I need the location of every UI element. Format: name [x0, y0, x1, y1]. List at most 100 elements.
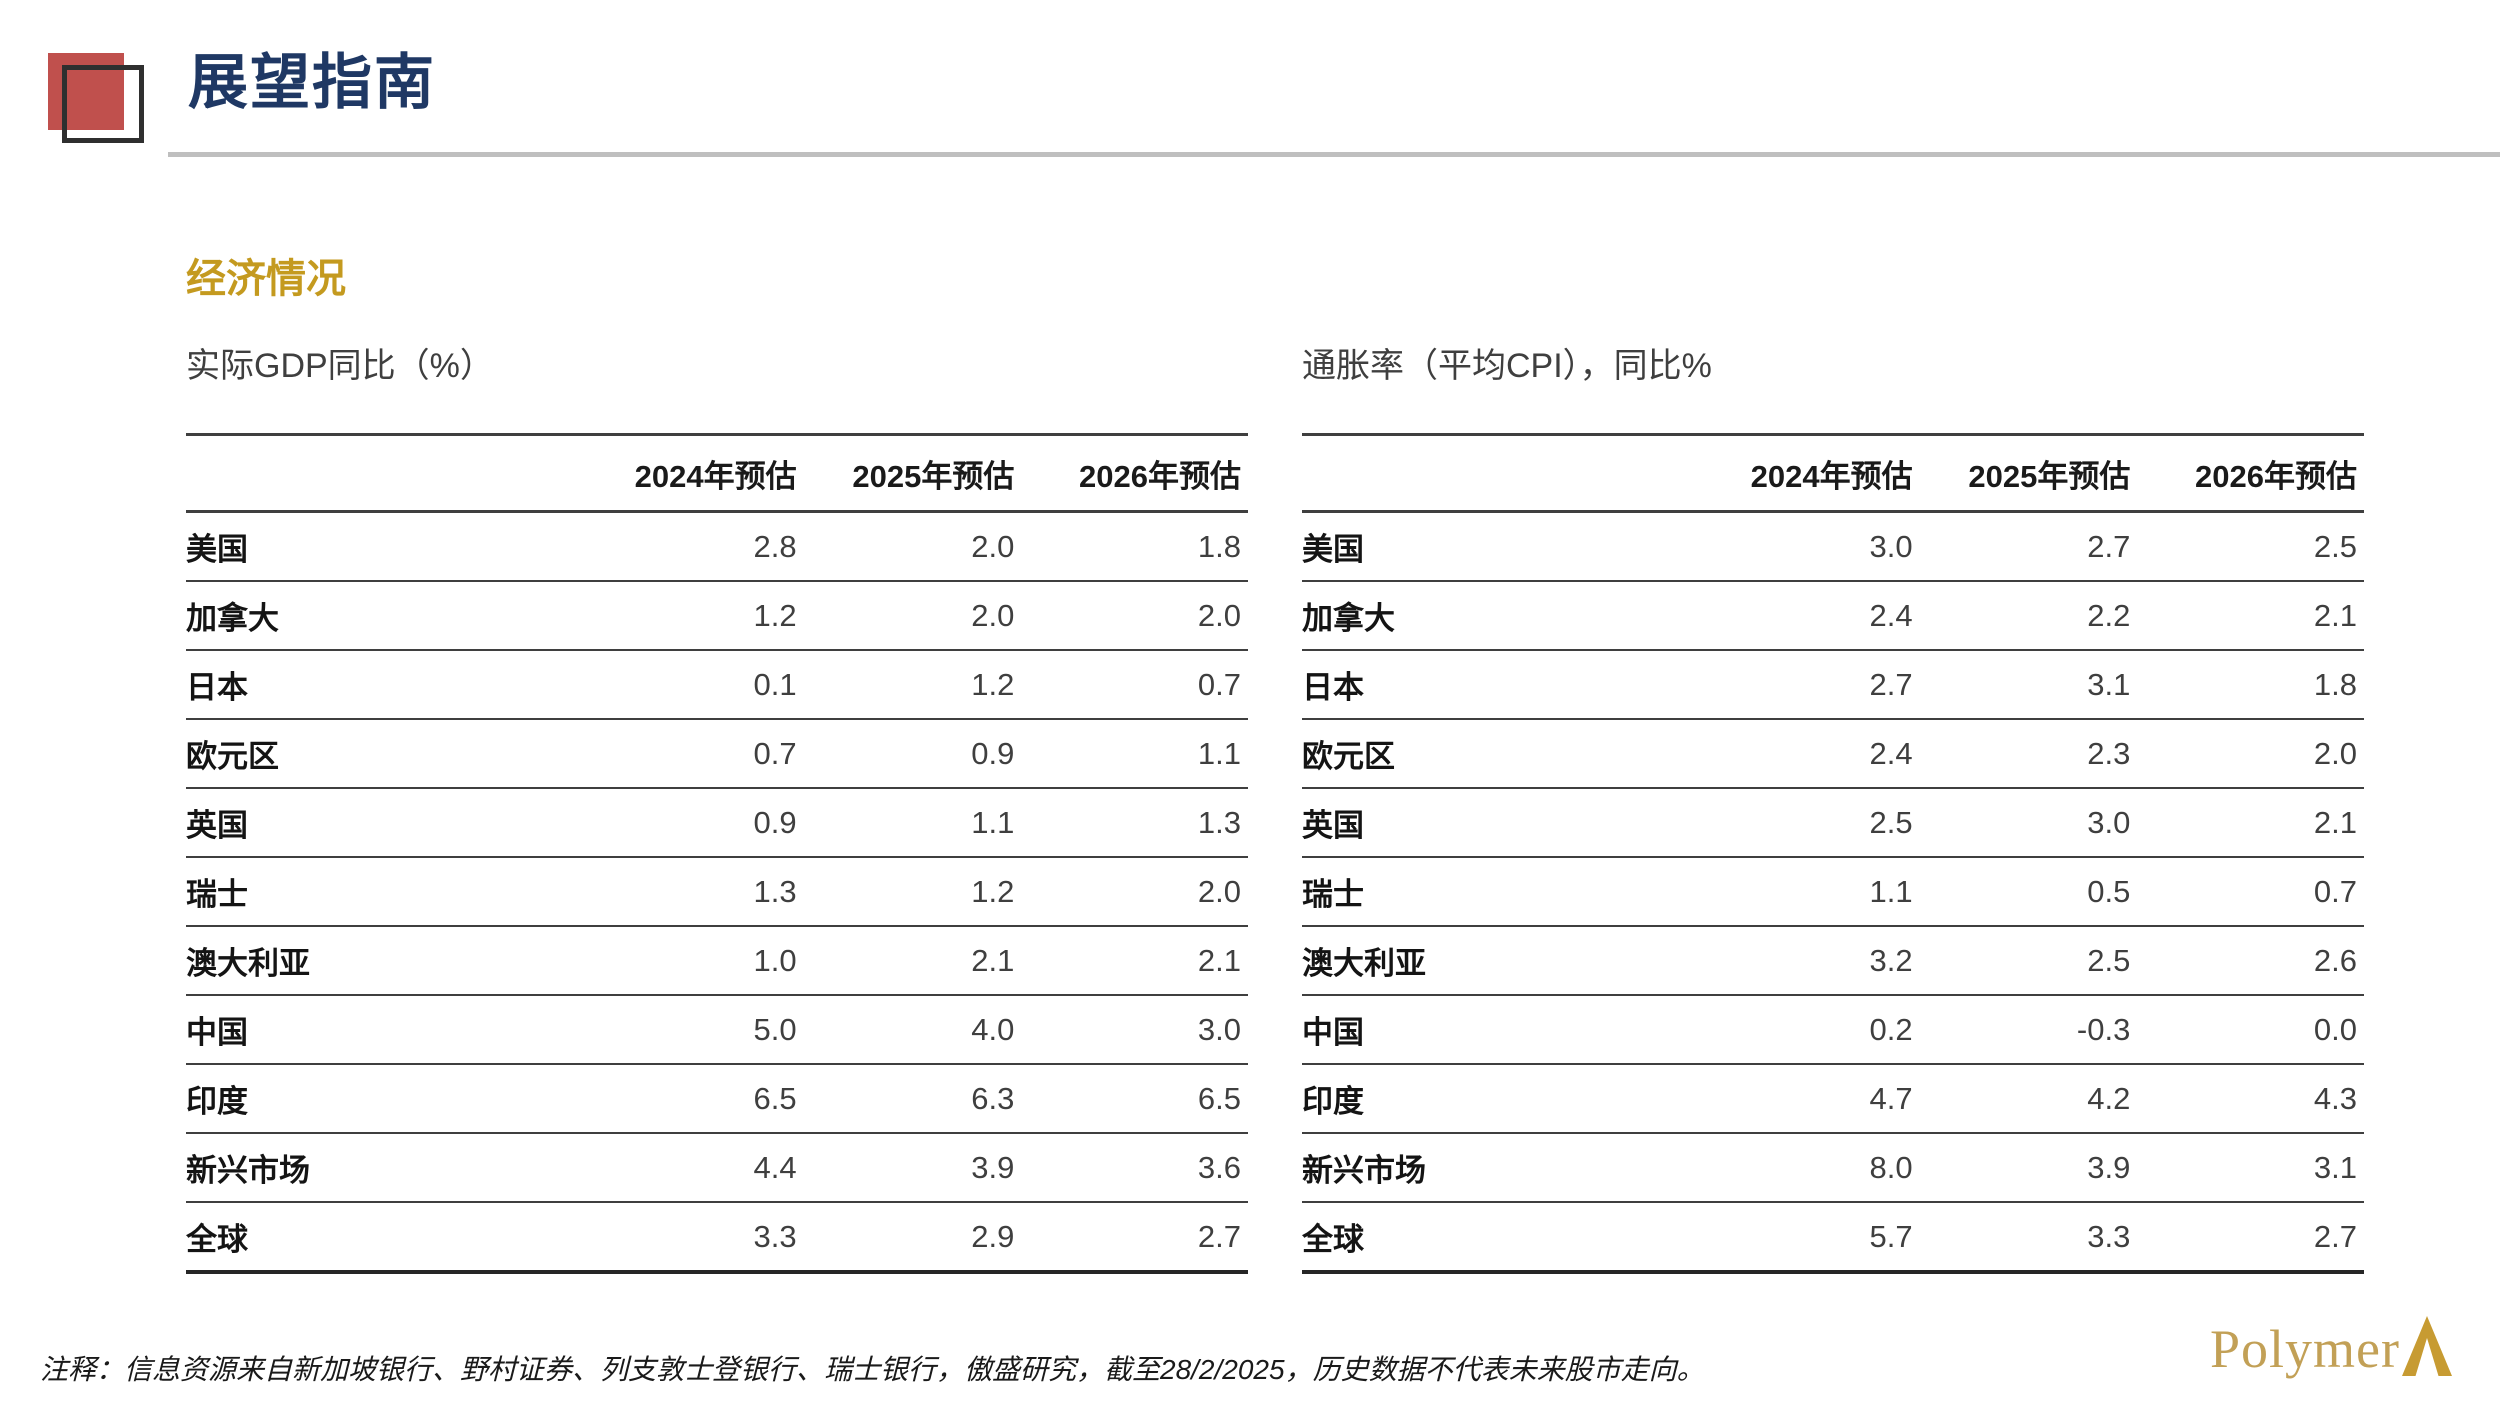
value-cell: 1.3: [1014, 788, 1248, 858]
value-cell: 2.7: [1912, 511, 2131, 582]
column-header-empty: [1302, 433, 1674, 513]
footnote: 注释：信息资源来自新加坡银行、野村证券、列支敦士登银行、瑞士银行，傲盛研究，截至…: [40, 1354, 1705, 1385]
table-row: 欧元区 0.7 0.9 1.1: [186, 719, 1248, 789]
value-cell: 2.1: [1014, 926, 1248, 996]
value-cell: 1.3: [557, 857, 797, 927]
value-cell: 2.4: [1673, 581, 1913, 651]
table-row: 印度 4.7 4.2 4.3: [1302, 1064, 2364, 1134]
value-cell: 3.0: [1673, 511, 1913, 582]
value-cell: 0.9: [557, 788, 797, 858]
row-label: 英国: [186, 788, 558, 858]
row-label: 全球: [1302, 1202, 1674, 1274]
value-cell: 3.9: [796, 1133, 1015, 1203]
table-row: 日本 2.7 3.1 1.8: [1302, 650, 2364, 720]
value-cell: 1.0: [557, 926, 797, 996]
value-cell: 0.9: [796, 719, 1015, 789]
value-cell: 2.1: [2130, 581, 2364, 651]
value-cell: 2.5: [1673, 788, 1913, 858]
table-row: 瑞士 1.1 0.5 0.7: [1302, 857, 2364, 927]
value-cell: 3.6: [1014, 1133, 1248, 1203]
value-cell: 5.0: [557, 995, 797, 1065]
value-cell: 2.0: [1014, 581, 1248, 651]
value-cell: 2.6: [2130, 926, 2364, 996]
value-cell: -0.3: [1912, 995, 2131, 1065]
table-row: 英国 0.9 1.1 1.3: [186, 788, 1248, 858]
value-cell: 0.0: [2130, 995, 2364, 1065]
value-cell: 4.3: [2130, 1064, 2364, 1134]
row-label: 澳大利亚: [186, 926, 558, 996]
value-cell: 1.1: [796, 788, 1015, 858]
gdp-table-subtitle: 实际GDP同比（%）: [186, 347, 494, 385]
value-cell: 4.2: [1912, 1064, 2131, 1134]
row-label: 中国: [186, 995, 558, 1065]
table-row: 澳大利亚 1.0 2.1 2.1: [186, 926, 1248, 996]
value-cell: 2.0: [1014, 857, 1248, 927]
value-cell: 3.3: [557, 1202, 797, 1274]
value-cell: 4.4: [557, 1133, 797, 1203]
value-cell: 2.9: [796, 1202, 1015, 1274]
value-cell: 3.0: [1912, 788, 2131, 858]
row-label: 美国: [1302, 511, 1674, 582]
table-row: 英国 2.5 3.0 2.1: [1302, 788, 2364, 858]
value-cell: 2.1: [2130, 788, 2364, 858]
row-label: 英国: [1302, 788, 1674, 858]
value-cell: 0.7: [2130, 857, 2364, 927]
value-cell: 1.2: [796, 650, 1015, 720]
gdp-table: 2024年预估 2025年预估 2026年预估 美国 2.8 2.0 1.8 加拿大 1.2 2.…: [186, 433, 1248, 1274]
table-row: 印度 6.5 6.3 6.5: [186, 1064, 1248, 1134]
value-cell: 2.0: [796, 511, 1015, 582]
value-cell: 1.2: [796, 857, 1015, 927]
value-cell: 2.2: [1912, 581, 2131, 651]
row-label: 印度: [1302, 1064, 1674, 1134]
row-label: 瑞士: [186, 857, 558, 927]
value-cell: 1.8: [1014, 511, 1248, 582]
column-header: 2024年预估: [557, 433, 797, 513]
row-label: 澳大利亚: [1302, 926, 1674, 996]
value-cell: 1.8: [2130, 650, 2364, 720]
row-label: 欧元区: [186, 719, 558, 789]
row-label: 新兴市场: [186, 1133, 558, 1203]
table-row: 新兴市场 4.4 3.9 3.6: [186, 1133, 1248, 1203]
table-row: 欧元区 2.4 2.3 2.0: [1302, 719, 2364, 789]
value-cell: 6.5: [1014, 1064, 1248, 1134]
table-row: 中国 0.2 -0.3 0.0: [1302, 995, 2364, 1065]
row-label: 美国: [186, 511, 558, 582]
table-row: 全球 3.3 2.9 2.7: [186, 1202, 1248, 1274]
value-cell: 3.0: [1014, 995, 1248, 1065]
table-row: 澳大利亚 3.2 2.5 2.6: [1302, 926, 2364, 996]
value-cell: 6.3: [796, 1064, 1015, 1134]
section-title: 经济情况: [186, 257, 346, 301]
polymer-logo: Polymer: [2210, 1316, 2452, 1376]
column-header: 2025年预估: [1912, 433, 2131, 513]
value-cell: 2.5: [2130, 511, 2364, 582]
value-cell: 2.3: [1912, 719, 2131, 789]
value-cell: 6.5: [557, 1064, 797, 1134]
row-label: 印度: [186, 1064, 558, 1134]
value-cell: 0.7: [1014, 650, 1248, 720]
value-cell: 0.2: [1673, 995, 1913, 1065]
row-label: 加拿大: [186, 581, 558, 651]
value-cell: 4.0: [796, 995, 1015, 1065]
value-cell: 3.3: [1912, 1202, 2131, 1274]
column-header: 2024年预估: [1673, 433, 1913, 513]
value-cell: 3.1: [2130, 1133, 2364, 1203]
value-cell: 4.7: [1673, 1064, 1913, 1134]
value-cell: 2.8: [557, 511, 797, 582]
table-row: 美国 3.0 2.7 2.5: [1302, 511, 2364, 582]
cpi-table-subtitle: 通胀率（平均CPI），同比%: [1302, 347, 1712, 385]
row-label: 瑞士: [1302, 857, 1674, 927]
value-cell: 0.5: [1912, 857, 2131, 927]
value-cell: 2.4: [1673, 719, 1913, 789]
logo-text: Polymer: [2210, 1319, 2400, 1379]
row-label: 欧元区: [1302, 719, 1674, 789]
table-row: 中国 5.0 4.0 3.0: [186, 995, 1248, 1065]
value-cell: 2.0: [2130, 719, 2364, 789]
column-header: 2026年预估: [1014, 433, 1248, 513]
header-divider: [168, 152, 2500, 157]
value-cell: 3.2: [1673, 926, 1913, 996]
value-cell: 0.1: [557, 650, 797, 720]
value-cell: 8.0: [1673, 1133, 1913, 1203]
row-label: 中国: [1302, 995, 1674, 1065]
value-cell: 2.1: [796, 926, 1015, 996]
